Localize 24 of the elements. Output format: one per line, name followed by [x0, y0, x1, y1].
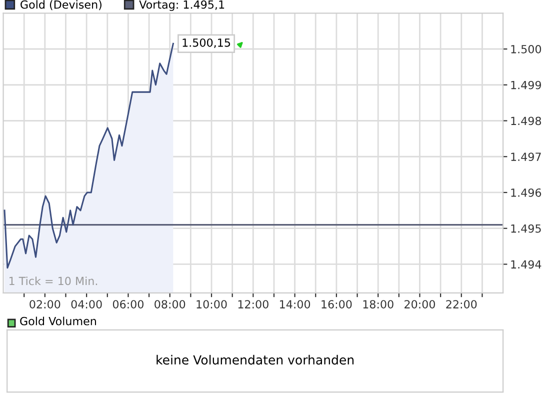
- annotation: 1.500,15: [182, 38, 230, 48]
- y-tick-label: 1.500: [511, 44, 542, 54]
- y-tick-label: 1.496: [511, 188, 542, 197]
- x-tick-label: 18:00: [363, 300, 394, 308]
- annotation: 1 Tick = 10 Min.: [9, 276, 98, 286]
- x-tick-label: 06:00: [112, 300, 144, 308]
- y-tick-label: 1.495: [511, 224, 541, 233]
- y-tick-label: 1.499: [511, 80, 542, 90]
- x-tick-label: 16:00: [322, 300, 352, 308]
- text: Gold Volumen: [20, 316, 96, 326]
- x-tick-label: 12:00: [238, 300, 268, 308]
- x-tick-label: 20:00: [404, 300, 436, 308]
- legend-label: Gold (Devisen): [20, 0, 102, 10]
- x-tick-label: 08:00: [154, 300, 186, 308]
- y-tick-label: 1.494: [511, 260, 542, 269]
- x-tick-label: 22:00: [446, 300, 477, 308]
- y-tick-label: 1.497: [511, 152, 541, 161]
- text: keine Volumendaten vorhanden: [156, 354, 354, 365]
- x-tick-label: 10:00: [196, 300, 227, 308]
- x-tick-label: 04:00: [71, 300, 102, 308]
- x-tick-label: 02:00: [30, 300, 60, 308]
- x-tick-label: 14:00: [280, 300, 310, 308]
- legend-label: Vortag: 1.495,1: [139, 0, 224, 11]
- y-tick-label: 1.498: [511, 116, 542, 126]
